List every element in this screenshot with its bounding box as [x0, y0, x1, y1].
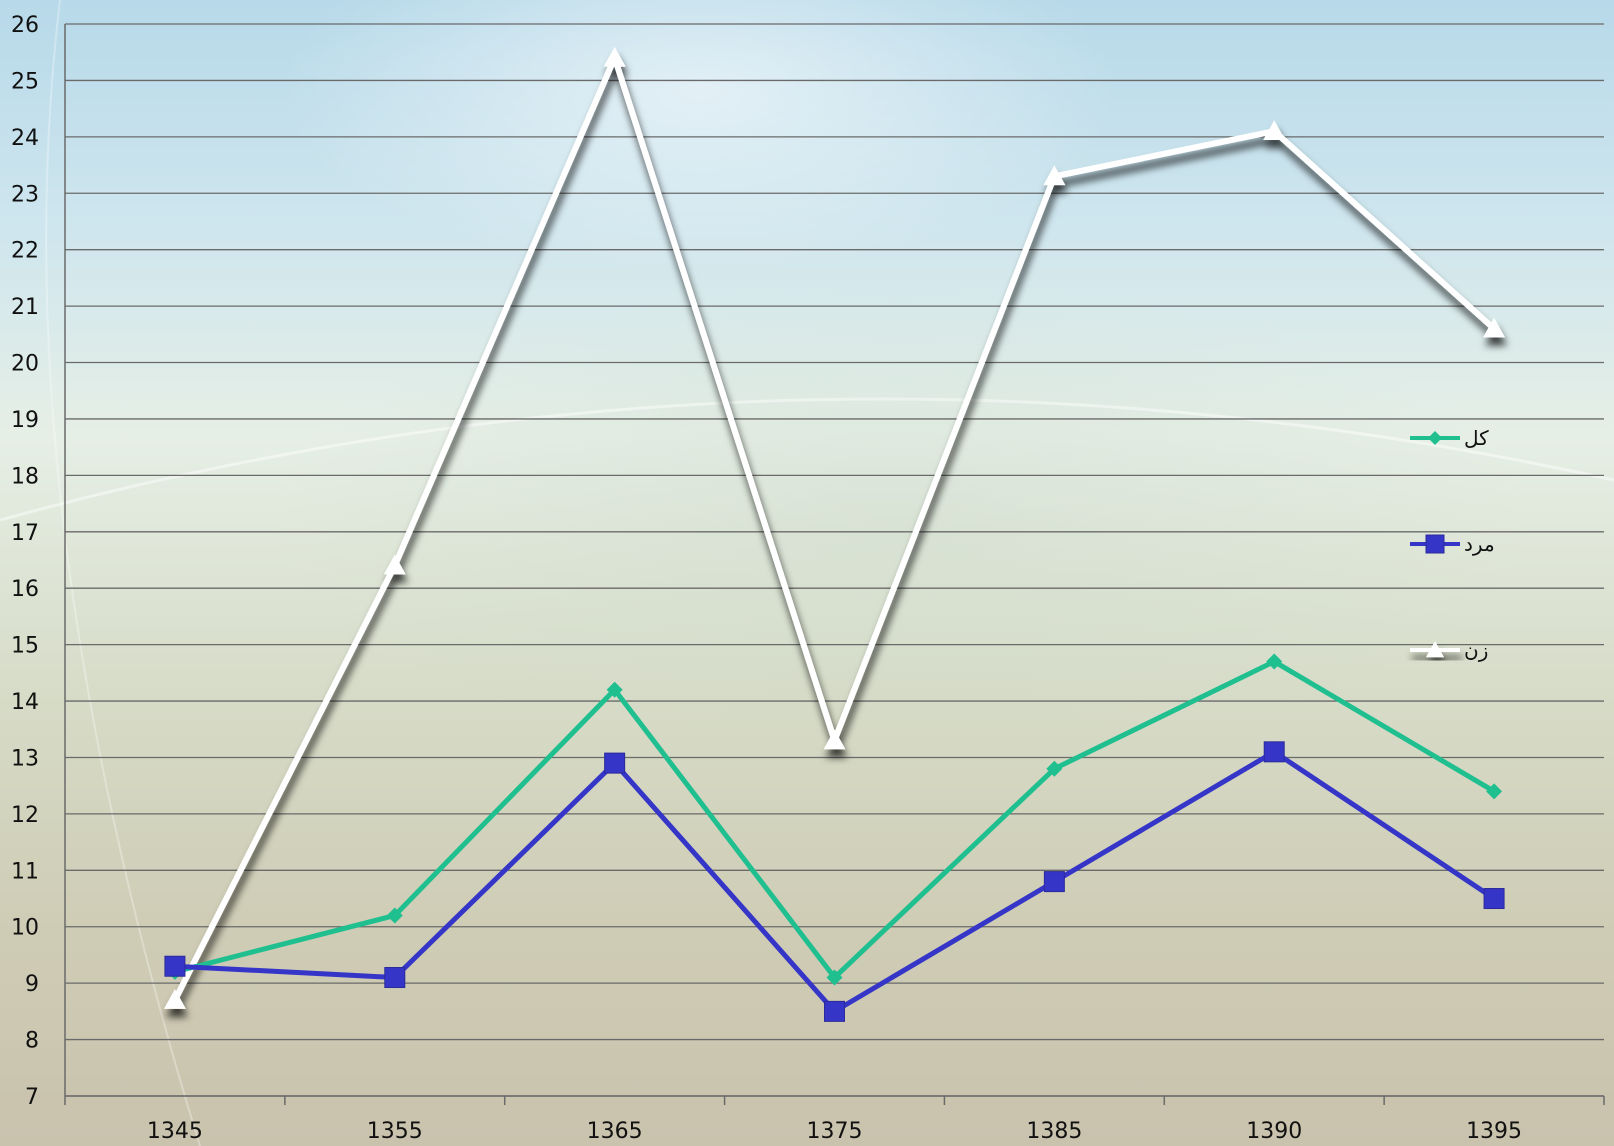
x-tick-label: 1365: [587, 1119, 643, 1144]
y-tick-label: 20: [11, 352, 39, 377]
data-point: [1043, 871, 1065, 893]
legend: کل مرد زن: [1410, 426, 1495, 662]
data-point: [823, 729, 846, 750]
data-point: [1486, 783, 1503, 800]
legend-label: زن: [1464, 638, 1488, 662]
legend-item: [1410, 431, 1460, 445]
y-tick-label: 18: [11, 464, 39, 489]
x-tick-label: 1390: [1246, 1119, 1302, 1144]
legend-label: مرد: [1464, 532, 1495, 556]
y-tick-label: 14: [11, 690, 39, 715]
y-tick-label: 13: [11, 746, 39, 771]
y-tick-label: 24: [11, 126, 39, 151]
series-1: [164, 741, 1505, 1022]
x-tick-label: 1355: [367, 1119, 423, 1144]
legend-swatch-marker: [1425, 534, 1445, 554]
legend-item: [1410, 534, 1460, 554]
data-point: [384, 967, 406, 989]
y-tick-label: 17: [11, 521, 39, 546]
data-point: [604, 752, 626, 774]
data-point: [163, 989, 186, 1009]
y-tick-label: 8: [25, 1029, 39, 1054]
y-tick-label: 15: [11, 634, 39, 659]
data-point: [824, 1000, 845, 1022]
data-point: [1043, 165, 1066, 186]
x-axis-tick-labels: 1345 1355 1365 1375 1385 1390 1395: [147, 1119, 1522, 1144]
data-point: [826, 969, 843, 986]
y-tick-label: 23: [11, 182, 39, 207]
series-0: [166, 653, 1503, 986]
gridlines: [65, 23, 1604, 1097]
legend-label: کل: [1464, 426, 1489, 450]
x-tick-label: 1395: [1466, 1119, 1522, 1144]
data-point: [164, 955, 186, 977]
data-point: [386, 907, 403, 924]
y-tick-label: 21: [11, 295, 39, 320]
y-tick-label: 19: [11, 408, 39, 433]
series-layer: [163, 46, 1506, 1022]
x-tick-label: 1385: [1026, 1119, 1082, 1144]
data-point: [1483, 317, 1506, 338]
y-tick-label: 7: [25, 1085, 39, 1110]
series-line: [172, 54, 1497, 1002]
y-tick-label: 25: [11, 69, 39, 94]
y-tick-label: 22: [11, 239, 39, 264]
y-tick-label: 11: [11, 859, 39, 884]
axes: [64, 24, 1605, 1105]
y-tick-label: 9: [25, 972, 39, 997]
y-tick-label: 26: [11, 13, 39, 38]
data-point: [1263, 741, 1285, 763]
x-tick-label: 1345: [147, 1119, 203, 1144]
x-tick-label: 1375: [807, 1119, 863, 1144]
data-point: [1046, 760, 1063, 777]
legend-item: [1410, 641, 1460, 658]
data-point: [603, 46, 626, 67]
y-axis-tick-labels: 7 8 9 10 11 12 13 14 15 16 17 18 19 20 21 22 23 24 25 26: [11, 13, 39, 1110]
data-point: [383, 554, 406, 575]
data-point: [1266, 653, 1283, 670]
series-line: [174, 659, 1496, 981]
y-tick-label: 10: [11, 916, 39, 941]
y-tick-label: 12: [11, 803, 39, 828]
series-2: [163, 46, 1506, 1009]
data-point: [606, 681, 623, 698]
y-tick-label: 16: [11, 577, 39, 602]
data-point: [1483, 888, 1505, 910]
legend-swatch-marker: [1426, 641, 1444, 658]
data-point: [1263, 120, 1286, 140]
legend-swatch-marker: [1428, 431, 1442, 445]
